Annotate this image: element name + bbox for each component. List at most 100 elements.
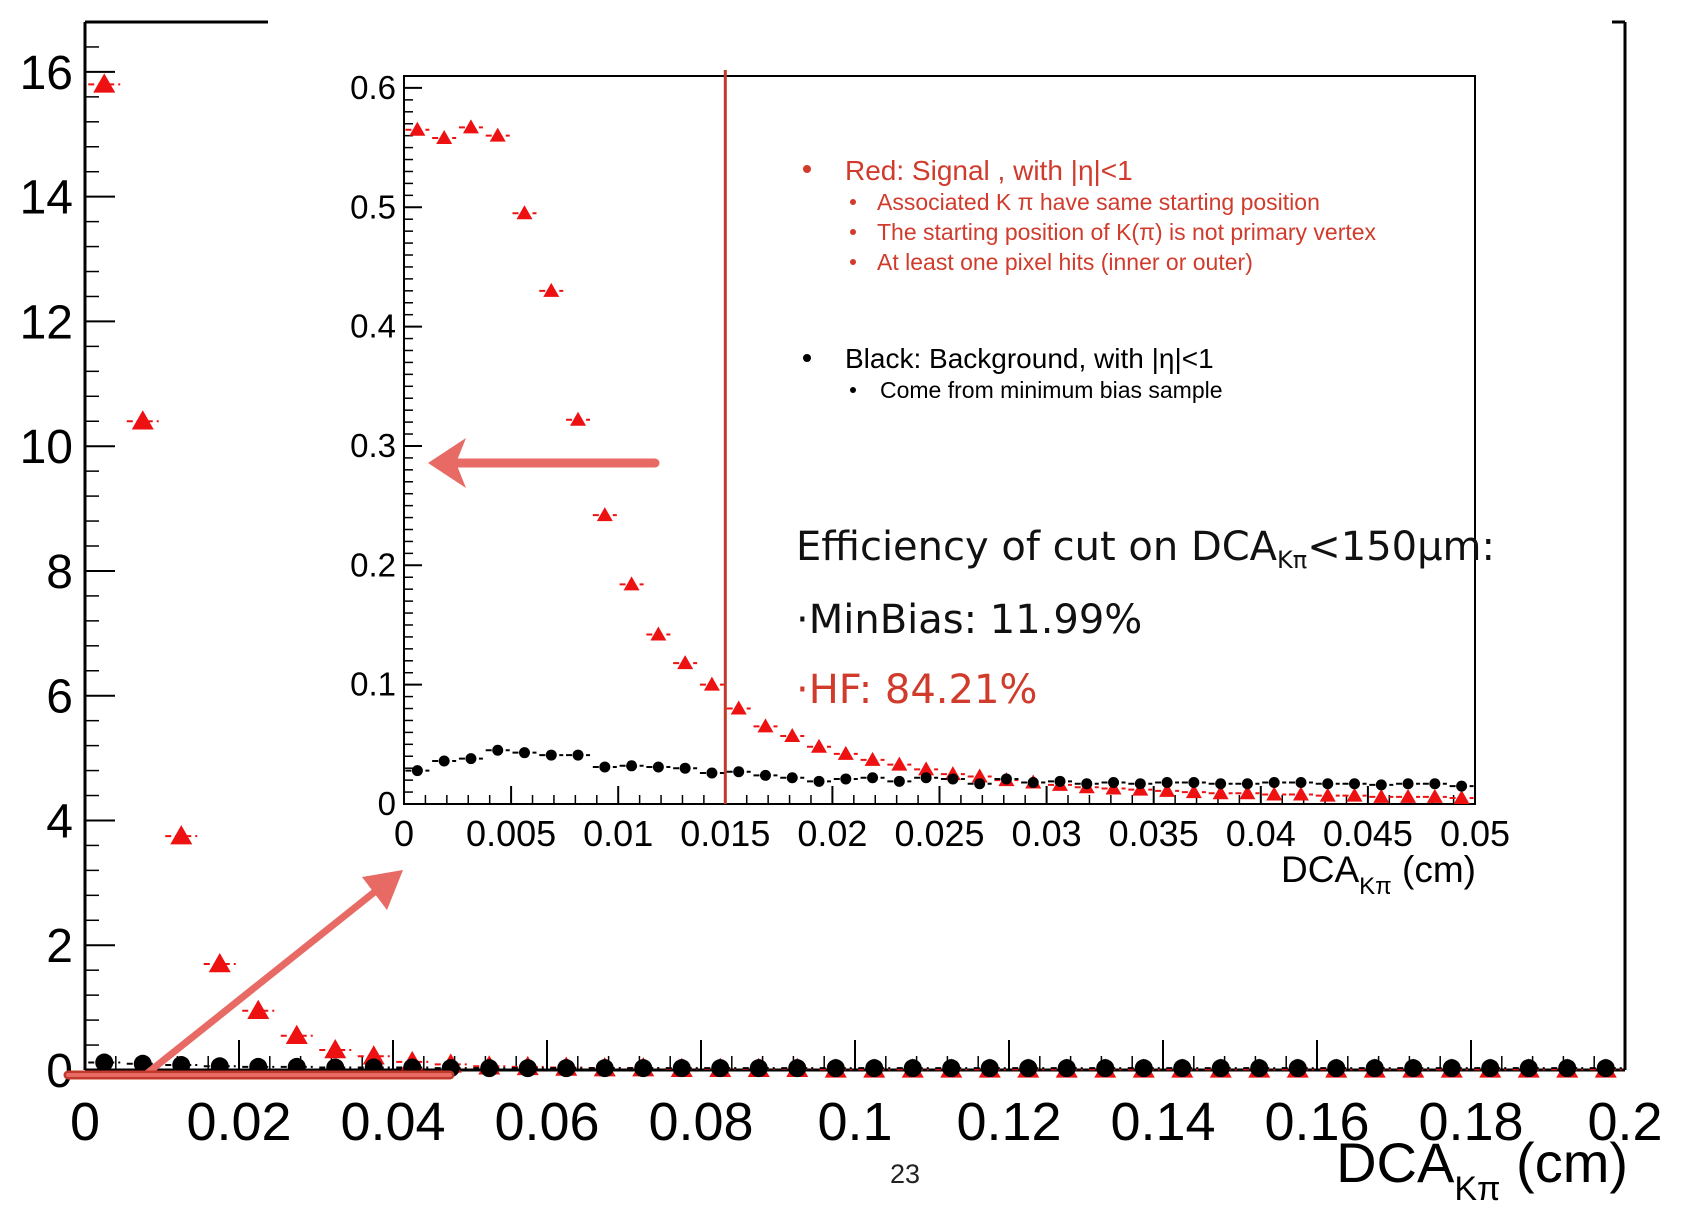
- main-signal-point: [324, 1039, 347, 1059]
- main-background-point: [1558, 1059, 1577, 1078]
- main-background-point: [749, 1059, 768, 1078]
- inset-signal-point: [623, 576, 640, 591]
- main-background-point: [1442, 1059, 1461, 1078]
- inset-signal-point: [409, 121, 426, 136]
- inset-y-tick-label: 0.4: [350, 308, 396, 345]
- inset-background-point: [1241, 778, 1253, 790]
- inset-signal-point: [971, 768, 988, 783]
- inset-ticks: 0 0.005 0.01 0.015 0.02 0.025 0.03 0.035 0.04 0.0…: [350, 69, 1510, 854]
- legend-signal-item-bullet: [850, 229, 856, 235]
- main-background-point: [595, 1059, 614, 1078]
- main-background-point: [1365, 1059, 1384, 1078]
- inset-signal-point: [677, 655, 694, 670]
- main-x-axis-title: DCAKπ (cm): [1336, 1131, 1628, 1206]
- inset-background-point: [1027, 777, 1039, 789]
- inset-background-point: [599, 761, 611, 773]
- main-background-point: [942, 1059, 961, 1078]
- main-x-tick-label: 0.02: [186, 1092, 291, 1152]
- main-signal-point: [362, 1045, 385, 1065]
- inset-signal-point: [489, 127, 506, 142]
- inset-x-tick-label: 0.035: [1109, 813, 1199, 854]
- inset-x-tick-label: 0.045: [1323, 813, 1413, 854]
- main-y-tick-label: 12: [20, 296, 73, 349]
- legend-background-title: Black: Background, with |η|<1: [845, 343, 1214, 374]
- inset-x-axis-title: DCAKπ (cm): [1281, 849, 1476, 900]
- main-series: [88, 73, 1622, 1078]
- inset-background-point: [572, 749, 584, 761]
- main-background-point: [1481, 1059, 1500, 1078]
- inset-signal-point: [596, 507, 613, 522]
- inset-x-tick-label: 0.015: [680, 813, 770, 854]
- inset-series: [405, 119, 1474, 805]
- inset-background-point: [438, 755, 450, 767]
- main-background-point: [865, 1059, 884, 1078]
- main-background-point: [1288, 1059, 1307, 1078]
- main-background-point: [1327, 1059, 1346, 1078]
- page-number: 23: [890, 1159, 920, 1189]
- inset-background: [404, 76, 1475, 804]
- main-x-tick-label: 0.12: [956, 1092, 1061, 1152]
- inset-signal-point: [1292, 786, 1309, 801]
- inset-background-point: [1108, 777, 1120, 789]
- main-background-point: [557, 1059, 576, 1078]
- inset-background-point: [974, 778, 986, 790]
- inset-background-point: [1268, 777, 1280, 789]
- inset-x-tick-label: 0.025: [894, 813, 984, 854]
- inset-signal-point: [703, 676, 720, 691]
- inset-signal-point: [1185, 784, 1202, 799]
- inset-signal-point: [891, 756, 908, 771]
- legend-background-bullet: [803, 354, 811, 362]
- annotation-arrows: [63, 438, 660, 1080]
- legend-signal-item-bullet: [850, 259, 856, 265]
- inset-background-point: [1134, 778, 1146, 790]
- main-x-tick-label: 0: [70, 1092, 100, 1152]
- main-y-tick-label: 2: [46, 920, 73, 973]
- inset-background-point: [1429, 778, 1441, 790]
- inset-signal-point: [784, 727, 801, 742]
- inset-background-point: [411, 765, 423, 777]
- main-background-point: [1173, 1059, 1192, 1078]
- efficiency-title: Efficiency of cut on DCAKπ<150μm:: [796, 524, 1495, 574]
- inset-y-tick-label: 0: [378, 785, 396, 822]
- inset-signal-point: [864, 751, 881, 766]
- inset-background-point: [1188, 777, 1200, 789]
- inset-background-point: [652, 761, 664, 773]
- main-y-tick-label: 4: [46, 795, 73, 848]
- inset-signal-point: [1266, 786, 1283, 801]
- legend-signal-item-bullet: [850, 199, 856, 205]
- main-ticks: 0 0.02 0.04 0.06 0.08 0.1 0.12 0.14 0.16 0.18 0.20…: [20, 21, 1663, 1152]
- inset-background-point: [1000, 773, 1012, 785]
- inset-background-point: [893, 775, 905, 787]
- inset-x-tick-label: 0.03: [1012, 813, 1082, 854]
- main-y-tick-label: 10: [20, 421, 73, 474]
- main-signal-point: [208, 952, 231, 973]
- inset-signal-point: [918, 761, 935, 776]
- inset-signal-point: [1426, 788, 1443, 803]
- main-background-point: [711, 1059, 730, 1078]
- legend: Red: Signal , with |η|<1 Associated K π …: [803, 155, 1377, 403]
- inset-signal-point: [1373, 788, 1390, 803]
- efficiency-annotation: Efficiency of cut on DCAKπ<150μm: ·MinBi…: [796, 524, 1495, 713]
- main-signal-point: [247, 999, 270, 1019]
- main-x-tick-label: 0.2: [1587, 1092, 1662, 1152]
- arrow-to-inset-axis: [428, 438, 660, 488]
- inset-background-point: [920, 772, 932, 784]
- main-background-point: [672, 1059, 691, 1078]
- main-background-point: [1096, 1059, 1115, 1078]
- main-background-point: [826, 1059, 845, 1078]
- inset-background-point: [1375, 779, 1387, 791]
- main-signal-point: [93, 73, 116, 93]
- inset-y-tick-label: 0.2: [350, 546, 396, 583]
- main-y-tick-label: 6: [46, 671, 73, 724]
- inset-signal-point: [436, 130, 453, 145]
- inset-signal-point: [570, 411, 587, 426]
- legend-signal-bullet: [803, 165, 811, 173]
- main-y-tick-label: 8: [46, 546, 73, 599]
- main-background-point: [1019, 1059, 1038, 1078]
- legend-background-item-bullet: [850, 387, 856, 393]
- main-y-tick-label: 16: [20, 47, 73, 100]
- main-background-point: [1211, 1059, 1230, 1078]
- main-background-point: [1134, 1059, 1153, 1078]
- inset-signal-point: [516, 205, 533, 220]
